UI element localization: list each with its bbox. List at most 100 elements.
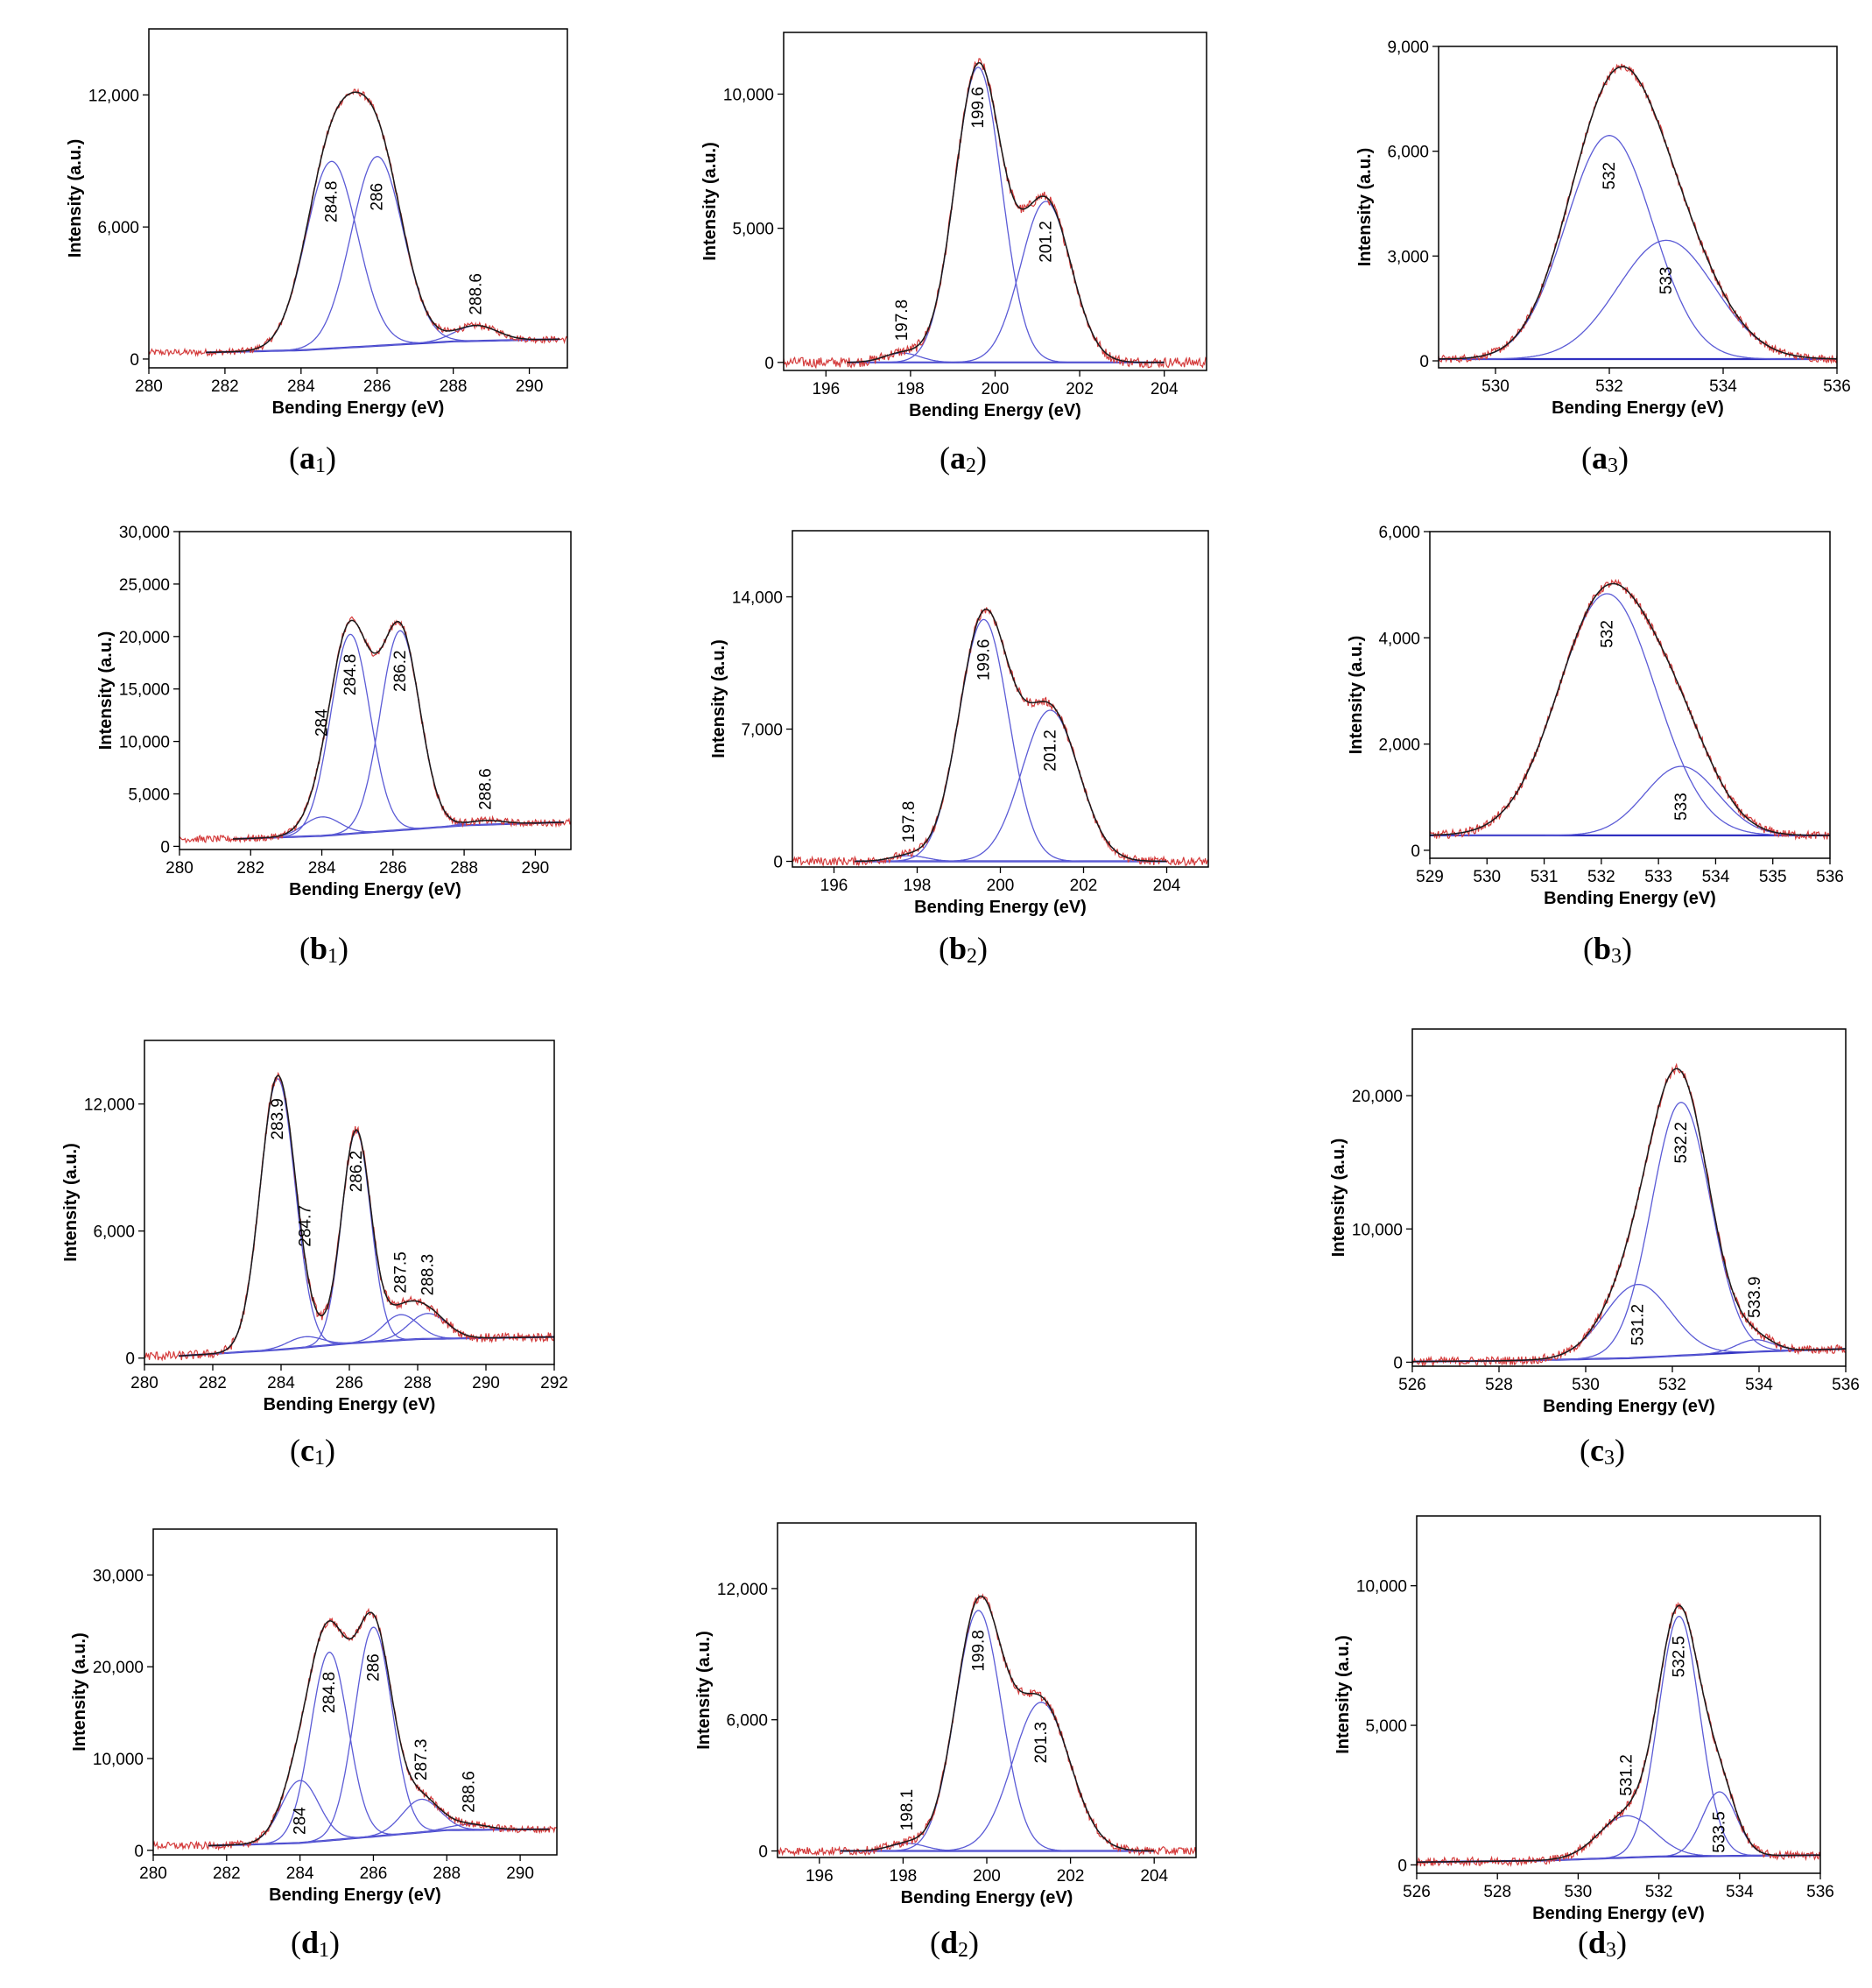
peak-label: 287.5	[392, 1251, 411, 1294]
plot-area	[784, 58, 1207, 370]
peak-component-3	[178, 1130, 554, 1357]
x-tick-label: 286	[379, 859, 407, 878]
chart-panel-d3: 526 528 530 532 534 536 0 5,000 10,000 Bending En…	[1334, 1515, 1834, 1962]
y-axis-label: Intensity (a.u.)	[1355, 148, 1375, 267]
peak-label: 288.6	[476, 768, 495, 810]
peak-label: 531.2	[1629, 1304, 1647, 1346]
peak-component-3	[840, 1702, 1155, 1852]
panel-caption: (c1)	[290, 1433, 335, 1470]
y-axis-label: Intensity (a.u.)	[1329, 1139, 1348, 1258]
plot-frame	[792, 530, 1209, 868]
experimental-data-line	[144, 1071, 554, 1362]
x-tick-label: 286	[360, 1865, 388, 1883]
plot-area	[1417, 1601, 1820, 1867]
x-tick-label: 292	[540, 1374, 568, 1392]
peak-label: 533.9	[1746, 1276, 1764, 1318]
plot-area	[153, 1607, 557, 1851]
plot-area	[144, 1071, 554, 1362]
x-tick-label: 532	[1645, 1883, 1673, 1901]
chart-panel-a3: 530 532 534 536 0 3,000 6,000 9,000 Bending Ener…	[1355, 39, 1851, 477]
peak-label: 199.6	[975, 639, 994, 681]
envelope-fit-line	[206, 91, 560, 354]
plot-frame	[148, 28, 568, 369]
x-axis-label: Bending Energy (eV)	[909, 401, 1081, 420]
envelope-fit-line	[1430, 582, 1830, 836]
peak-label: 284.8	[320, 1672, 339, 1714]
experimental-data-line	[149, 88, 567, 357]
x-axis-label: Bending Energy (eV)	[272, 398, 445, 418]
x-tick-label: 280	[165, 859, 194, 878]
envelope-fit-line	[1412, 1068, 1846, 1363]
x-tick-label: 530	[1572, 1376, 1600, 1394]
x-axis-label: Bending Energy (eV)	[1532, 1904, 1705, 1923]
peak-label: 286.2	[391, 650, 410, 692]
panel-caption: (a2)	[940, 441, 987, 477]
chart-panel-b1: 280 282 284 286 288 290 0 5,000 10,000 15,000 20,0…	[96, 524, 572, 968]
y-tick-label: 5,000	[128, 786, 170, 805]
chart-panel-d1: 280 282 284 286 288 290 0 10,000 20,000 30,000 Ben…	[70, 1528, 558, 1962]
x-tick-label: 290	[516, 377, 544, 396]
peak-label: 286	[369, 183, 387, 211]
peak-label: 201.3	[1032, 1722, 1051, 1764]
plot-area	[1430, 578, 1830, 841]
y-axis-label: Intensity (a.u.)	[66, 139, 85, 258]
y-tick-label: 12,000	[84, 1096, 135, 1115]
x-tick-label: 284	[287, 377, 315, 396]
y-tick-label: 14,000	[732, 589, 783, 608]
y-tick-label: 0	[160, 838, 170, 857]
x-tick-label: 530	[1473, 868, 1501, 886]
plot-area	[778, 1593, 1196, 1858]
peak-label: 284.8	[323, 181, 341, 223]
y-tick-label: 20,000	[1352, 1088, 1403, 1106]
y-tick-label: 12,000	[717, 1581, 768, 1599]
x-tick-label: 288	[440, 377, 468, 396]
x-axis-label: Bending Energy (eV)	[1544, 889, 1716, 908]
chart-panel-c3: 526 528 530 532 534 536 0 10,000 20,000 Bending E…	[1329, 1028, 1860, 1470]
x-tick-label: 198	[904, 877, 932, 895]
peak-label: 283.9	[269, 1098, 287, 1140]
plot-area	[179, 616, 571, 844]
x-tick-label: 282	[236, 859, 264, 878]
chart-panel-b2: 196 198 200 202 204 0 7,000 14,000 Bending Energ…	[709, 530, 1209, 968]
x-tick-label: 290	[506, 1865, 534, 1883]
x-tick-label: 528	[1483, 1883, 1511, 1901]
y-tick-label: 0	[1397, 1857, 1407, 1875]
envelope-fit-line	[847, 61, 1165, 363]
y-tick-label: 10,000	[119, 734, 170, 752]
x-tick-label: 202	[1057, 1867, 1085, 1886]
y-tick-label: 25,000	[119, 576, 170, 595]
peak-label: 201.2	[1042, 730, 1060, 772]
x-axis-label: Bending Energy (eV)	[914, 898, 1087, 917]
x-tick-label: 286	[335, 1374, 363, 1392]
experimental-data-line	[153, 1607, 557, 1851]
y-tick-label: 10,000	[723, 86, 774, 104]
plot-area	[1439, 63, 1837, 364]
experimental-data-line	[792, 607, 1208, 867]
y-tick-label: 10,000	[1356, 1578, 1407, 1597]
plot-frame	[179, 531, 572, 850]
experimental-data-line	[784, 58, 1207, 370]
chart-panel-d2: 196 198 200 202 204 0 6,000 12,000 Bending Energ…	[694, 1522, 1197, 1962]
x-tick-label: 532	[1658, 1376, 1686, 1394]
y-axis-label: Intensity (a.u.)	[709, 639, 728, 758]
x-tick-label: 286	[363, 377, 391, 396]
x-tick-label: 204	[1151, 380, 1179, 398]
peak-component-1	[1439, 135, 1837, 360]
peak-component-2	[847, 67, 1165, 363]
x-axis-label: Bending Energy (eV)	[1543, 1397, 1715, 1416]
x-tick-label: 534	[1709, 377, 1737, 396]
y-tick-label: 30,000	[93, 1567, 144, 1585]
panel-caption: (b2)	[939, 931, 988, 968]
y-tick-label: 0	[758, 1843, 768, 1862]
peak-label: 287.3	[412, 1739, 431, 1781]
peak-label: 284	[292, 1807, 310, 1835]
panel-caption: (a3)	[1581, 441, 1629, 477]
peak-label: 284.8	[341, 654, 360, 696]
x-tick-label: 198	[897, 380, 925, 398]
y-tick-label: 2,000	[1378, 737, 1420, 755]
peak-label: 533	[1657, 267, 1676, 295]
y-tick-label: 0	[1411, 842, 1420, 861]
y-tick-label: 3,000	[1387, 248, 1429, 266]
envelope-fit-line	[1417, 1604, 1820, 1863]
chart-panel-c1: 280 282 284 286 288 290 292 0 6,000 12,000 Bending…	[61, 1040, 568, 1470]
